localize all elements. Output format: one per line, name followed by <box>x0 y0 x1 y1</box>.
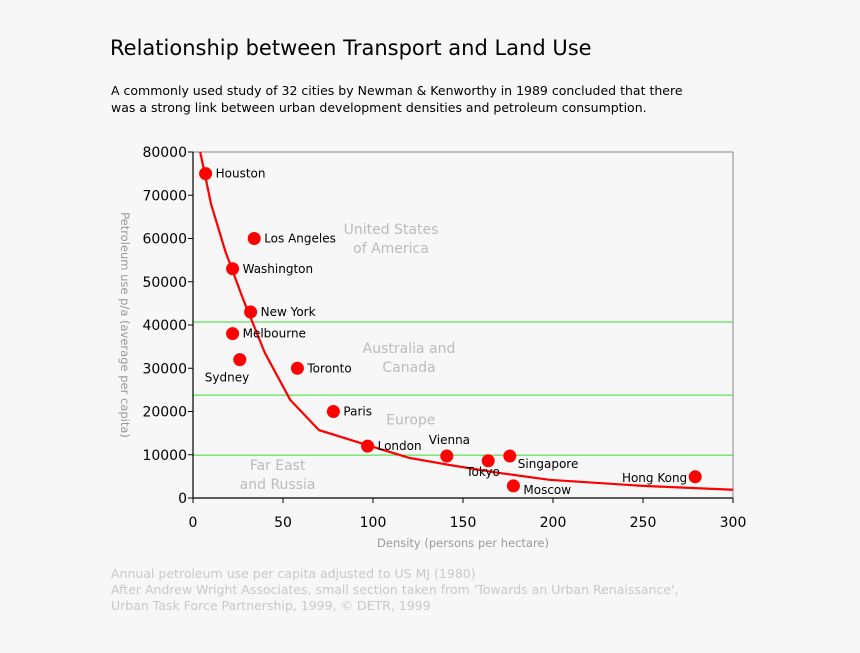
data-point <box>247 232 261 245</box>
x-tick-label: 150 <box>450 515 477 531</box>
point-label: New York <box>261 305 316 319</box>
data-point <box>326 405 340 418</box>
y-tick-label: 30000 <box>142 361 187 377</box>
x-tick-label: 200 <box>540 515 567 531</box>
y-tick-label: 50000 <box>142 275 187 291</box>
data-point <box>503 449 517 463</box>
trend-curve <box>199 151 734 491</box>
x-axis-label: Density (persons per hectare) <box>377 536 549 550</box>
subtitle-line: A commonly used study of 32 cities by Ne… <box>111 83 683 98</box>
point-label: Tokyo <box>465 465 500 479</box>
x-tick-label: 0 <box>189 515 198 531</box>
point-label: Singapore <box>518 457 579 471</box>
point-label: Los Angeles <box>264 232 336 246</box>
region-label: Canada <box>382 360 435 376</box>
chart-title: Relationship between Transport and Land … <box>110 36 592 60</box>
region-label: Far East <box>250 458 306 474</box>
data-point <box>226 327 240 341</box>
point-label: Hong Kong <box>622 471 687 485</box>
footnote-line: Urban Task Force Partnership, 1999, © DE… <box>111 598 431 613</box>
point-label: London <box>378 439 422 453</box>
data-point <box>481 454 495 468</box>
data-point <box>688 470 702 484</box>
region-label: Australia and <box>363 341 456 357</box>
region-label: Europe <box>386 412 435 428</box>
data-point <box>244 305 258 319</box>
y-tick-label: 0 <box>178 491 187 507</box>
data-point <box>233 353 247 367</box>
region-label: United States <box>344 222 439 238</box>
x-tick-label: 250 <box>630 515 657 531</box>
point-label: Moscow <box>523 483 571 497</box>
point-label: Paris <box>343 405 372 419</box>
point-label: Houston <box>216 167 266 181</box>
y-tick-label: 80000 <box>142 145 187 161</box>
x-tick-label: 300 <box>720 515 747 531</box>
y-tick-label: 60000 <box>142 232 187 248</box>
region-label: of America <box>353 241 429 257</box>
data-point <box>506 479 520 493</box>
chart-subtitle: A commonly used study of 32 cities by Ne… <box>111 82 731 116</box>
data-point <box>440 449 454 463</box>
y-tick-label: 20000 <box>142 405 187 421</box>
data-point <box>226 262 240 276</box>
data-point <box>199 167 213 181</box>
point-label: Sydney <box>205 371 249 385</box>
subtitle-line: was a strong link between urban developm… <box>111 100 647 115</box>
x-tick-label: 50 <box>274 515 292 531</box>
point-label: Vienna <box>429 433 470 447</box>
data-point <box>361 439 375 453</box>
y-tick-label: 40000 <box>142 318 187 334</box>
point-label: Toronto <box>306 361 351 375</box>
y-axis-label: Petroleum use p/a (average per capita) <box>118 212 132 438</box>
point-label: Washington <box>243 262 314 276</box>
data-point <box>290 361 304 375</box>
point-label: Melbourne <box>243 327 306 341</box>
chart-footnote: Annual petroleum use per capita adjusted… <box>111 566 678 614</box>
y-tick-label: 10000 <box>142 448 187 464</box>
region-label: and Russia <box>240 477 316 493</box>
footnote-line: Annual petroleum use per capita adjusted… <box>111 566 476 581</box>
y-tick-label: 70000 <box>142 188 187 204</box>
x-tick-label: 100 <box>360 515 387 531</box>
footnote-line: After Andrew Wright Associates, small se… <box>111 582 679 597</box>
